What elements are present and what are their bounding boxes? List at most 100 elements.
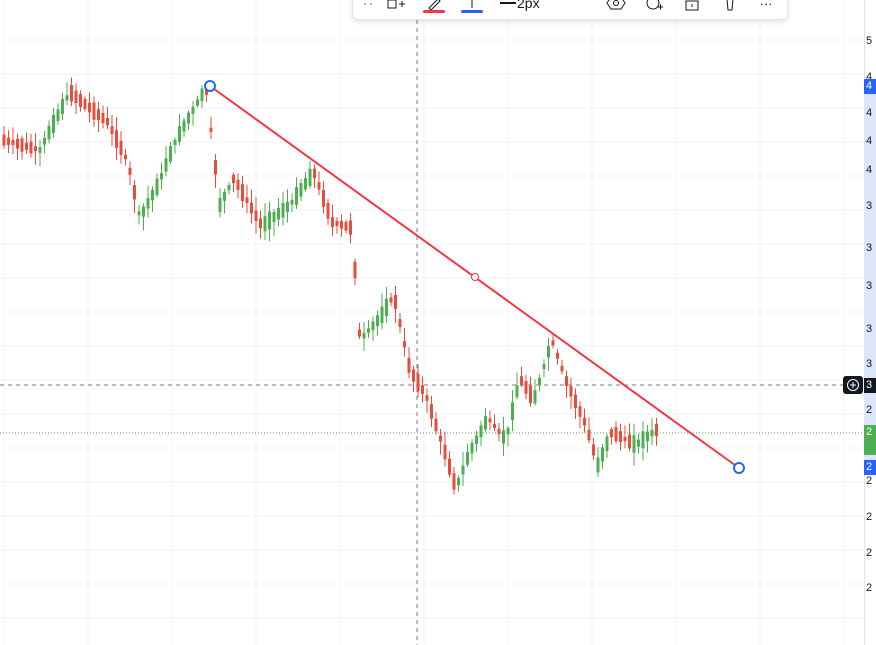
candle — [439, 428, 442, 455]
add-shape-icon[interactable] — [383, 0, 411, 19]
candle — [619, 423, 622, 451]
last-price-tag: 2 — [864, 425, 876, 455]
candle — [560, 359, 564, 375]
candle — [538, 374, 541, 392]
add-alert-icon[interactable] — [639, 0, 669, 19]
candle — [236, 173, 240, 199]
candle — [358, 322, 361, 339]
candle — [16, 133, 19, 161]
delete-icon[interactable] — [715, 0, 745, 19]
candle — [421, 376, 424, 403]
candle — [47, 120, 51, 144]
candle — [241, 175, 244, 208]
candle — [587, 417, 591, 444]
crosshair — [0, 20, 864, 645]
line-style-icon[interactable] — [457, 0, 487, 19]
candle — [160, 162, 163, 190]
candle — [443, 431, 447, 467]
candle — [119, 131, 123, 164]
candle — [425, 388, 429, 413]
candle — [124, 148, 127, 166]
price-axis-label: 2 — [866, 582, 873, 594]
candle — [416, 364, 420, 398]
candle — [403, 328, 406, 357]
candle — [493, 414, 496, 432]
price-axis-label: 3 — [866, 280, 873, 292]
template-icon[interactable] — [601, 0, 631, 19]
candle — [574, 388, 577, 419]
add-order-button[interactable] — [843, 376, 863, 394]
candle — [349, 212, 352, 244]
candle — [385, 287, 388, 323]
candle — [331, 204, 334, 236]
candle — [488, 410, 492, 430]
candle — [452, 467, 456, 495]
candle — [529, 376, 532, 407]
candle — [34, 133, 37, 165]
trendline-start-handle[interactable] — [204, 80, 216, 92]
line-width-label: 2px — [517, 0, 540, 11]
candle — [484, 408, 487, 433]
trendline-start-tag: 4 — [864, 79, 876, 94]
candle — [7, 130, 10, 154]
trendline-mid-handle[interactable] — [471, 273, 479, 281]
trendline-end-tag: 2 — [864, 460, 876, 475]
candle — [623, 425, 627, 449]
candle — [596, 447, 600, 477]
price-axis-label: 4 — [866, 164, 873, 176]
candle — [407, 347, 411, 379]
candle — [655, 417, 658, 446]
candle — [137, 204, 141, 225]
candle — [227, 182, 231, 195]
candle — [637, 433, 640, 454]
candle — [412, 365, 415, 393]
candle — [187, 109, 190, 130]
candle — [245, 184, 249, 214]
price-axis-label: 2 — [866, 511, 873, 523]
candle — [335, 216, 339, 234]
candle — [281, 191, 285, 226]
candle — [29, 133, 33, 158]
trendline-end-handle[interactable] — [733, 462, 745, 474]
more-icon[interactable]: ··· — [751, 0, 781, 19]
candle — [218, 188, 222, 218]
drag-handle-icon[interactable] — [359, 0, 377, 19]
candle — [614, 421, 618, 444]
candle — [43, 130, 46, 154]
candle — [268, 201, 271, 242]
candle — [164, 145, 168, 177]
candle — [650, 418, 654, 446]
candle — [542, 359, 546, 378]
pencil-color-icon[interactable] — [419, 0, 449, 19]
candle — [479, 420, 483, 447]
candle — [290, 193, 294, 213]
candle — [583, 408, 586, 433]
candle — [106, 107, 109, 129]
candle — [110, 114, 114, 147]
candle — [101, 105, 105, 129]
candle — [326, 198, 330, 225]
candle — [475, 430, 478, 453]
candle — [520, 366, 523, 388]
candle — [79, 90, 82, 112]
candle — [569, 377, 573, 410]
price-axis-label: 5 — [866, 35, 873, 47]
candle — [173, 137, 177, 154]
line-width-icon[interactable]: 2px — [495, 0, 553, 19]
candle — [286, 189, 289, 223]
candle — [115, 117, 118, 161]
candle — [344, 219, 348, 234]
candle — [434, 412, 438, 435]
candle — [299, 179, 303, 202]
lock-icon[interactable] — [677, 0, 707, 19]
candle — [448, 451, 451, 478]
candle — [20, 135, 24, 160]
candle — [353, 258, 357, 286]
candle — [209, 116, 213, 140]
candle — [61, 92, 64, 121]
price-axis-label: 4 — [866, 107, 873, 119]
candle — [466, 443, 469, 468]
candle — [524, 374, 528, 400]
